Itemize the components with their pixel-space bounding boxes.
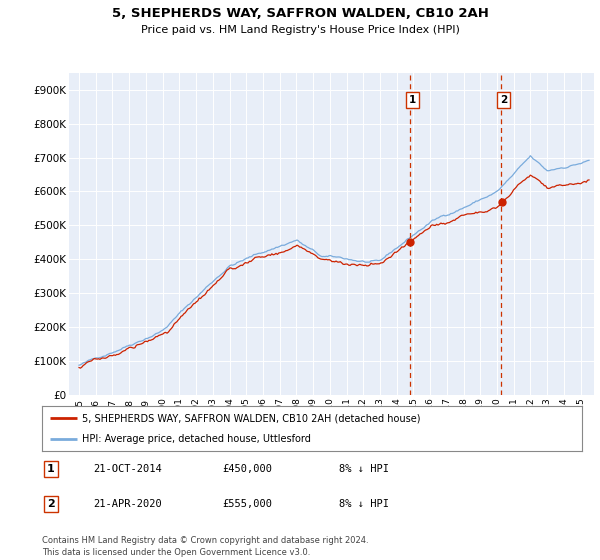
- Text: Price paid vs. HM Land Registry's House Price Index (HPI): Price paid vs. HM Land Registry's House …: [140, 25, 460, 35]
- Text: 2: 2: [47, 499, 55, 509]
- Text: 5, SHEPHERDS WAY, SAFFRON WALDEN, CB10 2AH: 5, SHEPHERDS WAY, SAFFRON WALDEN, CB10 2…: [112, 7, 488, 20]
- Text: 2: 2: [500, 95, 508, 105]
- Text: Contains HM Land Registry data © Crown copyright and database right 2024.
This d: Contains HM Land Registry data © Crown c…: [42, 536, 368, 557]
- Text: HPI: Average price, detached house, Uttlesford: HPI: Average price, detached house, Uttl…: [83, 433, 311, 444]
- Text: 1: 1: [409, 95, 416, 105]
- Text: £555,000: £555,000: [222, 499, 272, 509]
- Text: 8% ↓ HPI: 8% ↓ HPI: [339, 464, 389, 474]
- Text: £450,000: £450,000: [222, 464, 272, 474]
- Text: 5, SHEPHERDS WAY, SAFFRON WALDEN, CB10 2AH (detached house): 5, SHEPHERDS WAY, SAFFRON WALDEN, CB10 2…: [83, 413, 421, 423]
- Text: 1: 1: [47, 464, 55, 474]
- Text: 8% ↓ HPI: 8% ↓ HPI: [339, 499, 389, 509]
- Text: 21-OCT-2014: 21-OCT-2014: [93, 464, 162, 474]
- Text: 21-APR-2020: 21-APR-2020: [93, 499, 162, 509]
